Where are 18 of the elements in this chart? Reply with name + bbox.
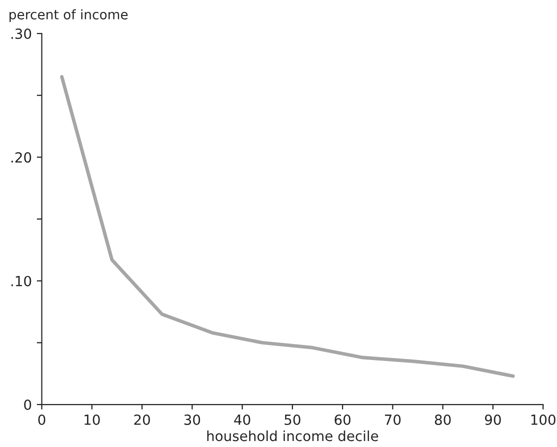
- y-tick-label: 0: [24, 400, 32, 410]
- x-tick-label: 0: [38, 414, 46, 426]
- x-tick-label: 70: [384, 414, 401, 426]
- x-tick-label: 10: [84, 414, 100, 426]
- x-tick-label: 40: [234, 414, 250, 426]
- x-tick-label: 60: [334, 414, 350, 426]
- y-tick-label: .20: [11, 152, 32, 163]
- line-series: [60, 75, 515, 378]
- x-tick-label: 80: [434, 414, 451, 426]
- x-tick-label: 100: [531, 414, 556, 426]
- x-tick-label: 50: [284, 414, 300, 426]
- x-tick-label: 30: [184, 414, 200, 426]
- y-axis-title: percent of income: [10, 9, 128, 22]
- y-tick-label: .30: [11, 28, 32, 39]
- x-tick-label: 20: [134, 414, 150, 426]
- y-tick-label: .10: [11, 276, 32, 286]
- x-axis-title: household income decile: [207, 430, 378, 442]
- x-tick-label: 90: [484, 414, 501, 426]
